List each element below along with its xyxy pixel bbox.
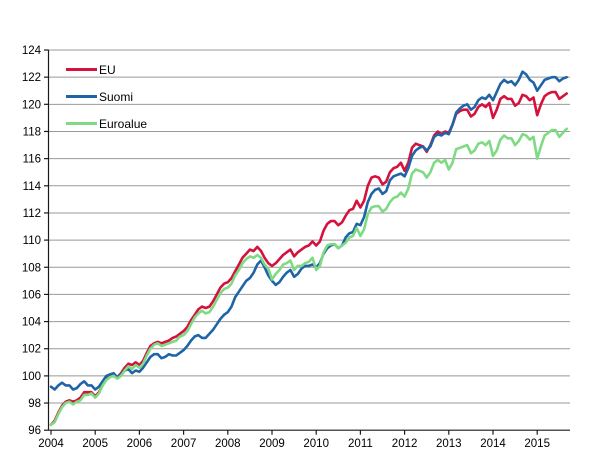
legend: EU Suomi Euroalue — [66, 56, 147, 137]
legend-label-suomi: Suomi — [99, 89, 134, 104]
gridlines — [48, 49, 570, 404]
legend-swatch-euroalue — [66, 122, 97, 125]
x-tick-label: 2012 — [392, 438, 418, 450]
y-tick-labels: 96 98 100 102 104 106 108 110 112 114 116 118 120 122… — [22, 45, 42, 437]
x-tick-label: 2008 — [215, 438, 241, 450]
y-tick-label: 120 — [22, 99, 41, 111]
y-tick-label: 122 — [22, 72, 41, 84]
y-tick-label: 108 — [22, 262, 41, 274]
y-tick-label: 96 — [28, 425, 41, 437]
y-tick-label: 98 — [28, 398, 41, 410]
x-tick-label: 2006 — [127, 438, 153, 450]
x-tick-label: 2007 — [171, 438, 197, 450]
tick-marks — [44, 49, 538, 435]
x-tick-labels: 2004 2005 2006 2007 2008 2009 2010 2011 2012 2013… — [38, 438, 550, 450]
y-tick-label: 114 — [23, 181, 42, 193]
x-tick-label: 2013 — [436, 438, 462, 450]
y-tick-label: 116 — [23, 154, 41, 166]
legend-item-euroalue: Euroalue — [66, 110, 147, 137]
legend-swatch-suomi — [66, 95, 97, 98]
x-tick-label: 2011 — [348, 438, 373, 450]
y-tick-label: 104 — [22, 317, 42, 329]
y-tick-label: 118 — [23, 126, 41, 138]
x-tick-label: 2004 — [38, 438, 64, 450]
series-line-euroalue — [49, 127, 569, 427]
series-line-suomi — [49, 70, 569, 391]
y-tick-label: 100 — [22, 371, 41, 383]
legend-item-eu: EU — [66, 56, 147, 83]
x-tick-label: 2009 — [259, 438, 285, 450]
y-tick-label: 110 — [23, 235, 41, 247]
x-tick-label: 2005 — [82, 438, 108, 450]
x-tick-label: 2010 — [303, 438, 329, 450]
legend-label-euroalue: Euroalue — [99, 116, 148, 131]
legend-item-suomi: Suomi — [66, 83, 147, 110]
legend-swatch-eu — [66, 68, 97, 71]
x-tick-label: 2014 — [480, 438, 506, 450]
legend-label-eu: EU — [99, 62, 116, 77]
y-tick-label: 106 — [22, 289, 41, 301]
y-tick-label: 124 — [22, 45, 42, 57]
series-line-eu — [49, 90, 569, 427]
y-tick-label: 112 — [23, 208, 41, 220]
y-tick-label: 102 — [22, 344, 41, 356]
x-tick-label: 2015 — [524, 438, 550, 450]
